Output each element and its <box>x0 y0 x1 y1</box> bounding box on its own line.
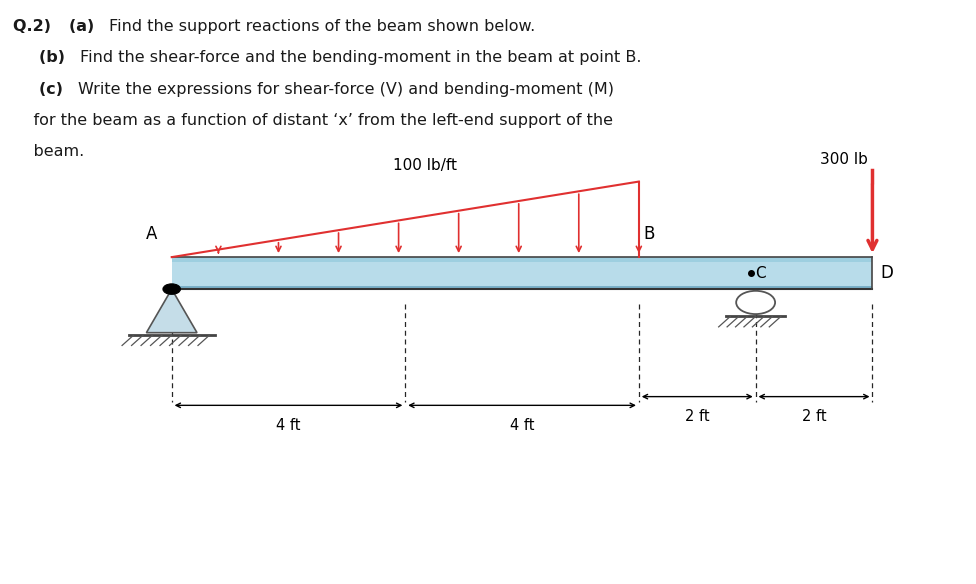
Text: 4 ft: 4 ft <box>276 418 301 433</box>
Text: (c): (c) <box>39 82 69 96</box>
Circle shape <box>163 284 181 294</box>
Circle shape <box>736 291 775 314</box>
Polygon shape <box>172 257 873 289</box>
Text: Find the shear-force and the bending-moment in the beam at point B.: Find the shear-force and the bending-mom… <box>80 50 641 65</box>
Text: (a): (a) <box>69 19 101 34</box>
Polygon shape <box>172 257 873 262</box>
Text: D: D <box>880 264 893 282</box>
Text: Write the expressions for shear-force (V) and bending-moment (M): Write the expressions for shear-force (V… <box>77 82 614 96</box>
Text: B: B <box>644 225 655 242</box>
Text: beam.: beam. <box>13 144 84 159</box>
Text: (b): (b) <box>39 50 71 65</box>
Text: 4 ft: 4 ft <box>509 418 534 433</box>
Text: 300 lb: 300 lb <box>820 152 868 167</box>
Text: 2 ft: 2 ft <box>801 409 827 425</box>
Text: Find the support reactions of the beam shown below.: Find the support reactions of the beam s… <box>109 19 535 34</box>
Text: 100 lb/ft: 100 lb/ft <box>392 158 457 173</box>
Text: Q.2): Q.2) <box>13 19 57 34</box>
Text: 2 ft: 2 ft <box>685 409 710 425</box>
Polygon shape <box>172 286 873 289</box>
Polygon shape <box>146 289 197 333</box>
Text: C: C <box>754 266 765 280</box>
Text: for the beam as a function of distant ‘x’ from the left-end support of the: for the beam as a function of distant ‘x… <box>13 113 613 128</box>
Text: A: A <box>145 225 157 242</box>
